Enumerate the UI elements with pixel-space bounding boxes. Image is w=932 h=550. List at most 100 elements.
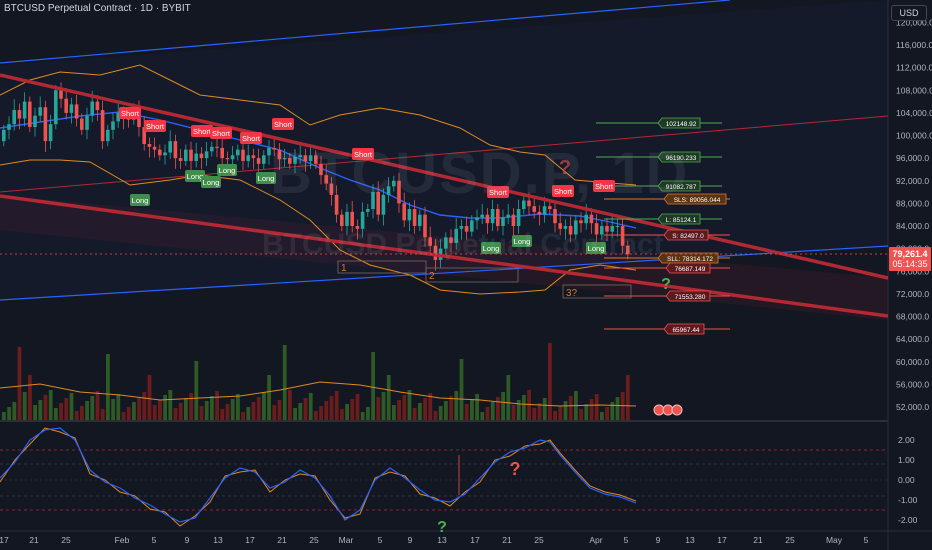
price-tick-label: 120,000.0 <box>896 17 932 27</box>
short-signal-bg <box>487 186 509 198</box>
candle-body <box>288 158 292 164</box>
oscillator-tick-label: 0.00 <box>898 475 915 485</box>
volume-bar <box>12 402 17 420</box>
price-tick-label: 92,000.0 <box>896 176 929 186</box>
channel-upper-line <box>0 0 731 64</box>
volume-bar <box>147 375 152 420</box>
volume-bar <box>423 398 427 420</box>
volume-bar <box>516 400 521 420</box>
thin-resistance-line <box>0 115 889 193</box>
level-label-bg <box>665 262 711 274</box>
time-tick-label: 17 <box>0 535 9 545</box>
volume-bar <box>17 347 22 420</box>
long-signal: Long <box>185 170 205 182</box>
price-tick-label: 104,000.0 <box>896 108 932 118</box>
price-tick-label: 84,000.0 <box>896 221 929 231</box>
volume-bar <box>553 411 557 420</box>
level-label: 71553.280 <box>675 294 706 301</box>
short-signal-bg <box>552 185 574 197</box>
volume-bar <box>522 395 526 420</box>
volume-bar <box>173 408 178 420</box>
candle-body <box>7 124 11 130</box>
long-signal-bg <box>512 235 532 247</box>
volume-bar <box>288 390 292 420</box>
candle-body <box>251 155 256 159</box>
candle-body <box>178 158 183 161</box>
long-signal: Long <box>512 235 532 247</box>
question-mark: ? <box>559 157 571 179</box>
time-axis[interactable]: 17 21 25 Feb 5 9 13 17 21 25 Mar 5 9 13 17 21 25 Apr 5 9 13 1… <box>0 535 869 545</box>
question-mark: ? <box>437 519 447 536</box>
short-signal-label: Short <box>193 127 212 136</box>
volume-bar <box>438 406 443 420</box>
candle-body <box>516 209 521 226</box>
candle-body <box>475 217 479 221</box>
price-axis[interactable]: 120,000.0 116,000.0 112,000.0 108,000.0 104,… <box>896 17 932 412</box>
volume-bar <box>246 407 251 420</box>
volume-bar <box>371 352 375 420</box>
time-tick-label: Apr <box>589 535 602 545</box>
long-signal-bg <box>256 172 276 184</box>
short-signal-bg <box>272 118 294 130</box>
volume-bar <box>542 398 547 420</box>
volume-icon-3[interactable] <box>671 404 683 416</box>
level-label: 91082.787 <box>666 184 697 191</box>
short-signal: Short <box>593 180 615 192</box>
short-signal-bg <box>191 125 213 137</box>
candle-body <box>418 214 422 226</box>
level-label: 102148.92 <box>666 121 697 128</box>
volume-bar <box>324 401 329 420</box>
candle-body <box>464 226 469 232</box>
time-tick-label: 5 <box>152 535 157 545</box>
candle-body <box>272 147 276 150</box>
candle-body <box>319 163 323 176</box>
volume-bar <box>615 397 620 420</box>
volume-bar <box>594 394 599 420</box>
volume-collapse-icons[interactable] <box>653 404 683 416</box>
candle-body <box>610 226 614 232</box>
candle-body <box>329 183 334 195</box>
candle-body <box>64 98 68 113</box>
volume-bar <box>22 392 27 420</box>
level-label: 96190.233 <box>666 155 697 162</box>
candle-body <box>48 124 53 142</box>
candle-body <box>345 211 349 226</box>
price-tick-label: 64,000.0 <box>896 334 929 344</box>
volume-bar <box>111 399 115 420</box>
short-signal: Short <box>191 125 213 137</box>
volume-bar <box>589 399 594 420</box>
price-tick-label: 88,000.0 <box>896 198 929 208</box>
short-signal-bg <box>352 148 374 160</box>
long-signal: Long <box>586 242 606 254</box>
candle-body <box>43 107 48 142</box>
candle-body <box>620 226 625 246</box>
oscillator-axis[interactable]: 2.00 1.00 0.00 -1.00 -2.00 <box>898 435 918 525</box>
candle-body <box>74 104 79 119</box>
level-label-bg <box>657 117 701 129</box>
volume-bars <box>0 343 637 420</box>
last-price-tag: 79,261.4 05:14:35 <box>889 247 931 271</box>
bb-upper-band <box>0 64 637 186</box>
volume-bar <box>490 402 495 420</box>
candle-body <box>480 214 484 218</box>
volume-bar <box>132 402 136 420</box>
short-signal-label: Short <box>554 187 573 196</box>
volume-bar <box>470 399 474 420</box>
volume-bar <box>43 395 48 420</box>
candle-body <box>532 206 536 212</box>
short-signal-label: Short <box>354 150 373 159</box>
candle-body <box>230 155 235 160</box>
currency-button[interactable]: USD <box>891 5 927 21</box>
candle-body <box>298 155 302 157</box>
volume-ma-line <box>0 381 637 407</box>
time-tick-label: May <box>826 535 843 545</box>
long-signal: Long <box>130 194 150 206</box>
short-signal-bg <box>593 180 615 192</box>
candle-body <box>355 226 360 229</box>
short-signal-label: Short <box>212 129 231 138</box>
candle-body <box>126 118 131 120</box>
short-signal: Short <box>272 118 294 130</box>
candle-body <box>199 153 204 159</box>
candle-body <box>194 153 198 161</box>
